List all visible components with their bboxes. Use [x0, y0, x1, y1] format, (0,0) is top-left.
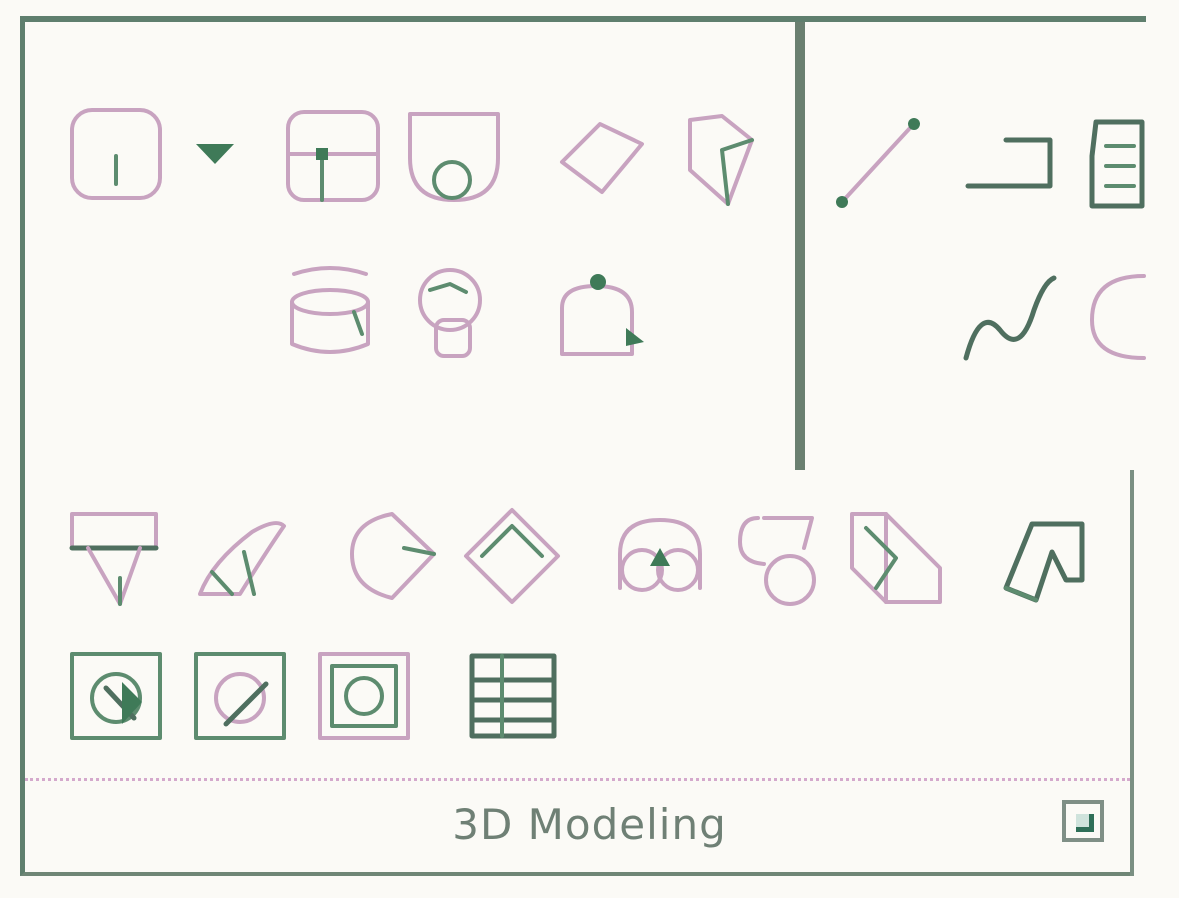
line-icon [836, 118, 920, 208]
revolve-icon [350, 512, 436, 600]
spline-tool-button[interactable] [960, 270, 1060, 366]
torus-tool-button[interactable] [284, 264, 376, 362]
intersect-icon [850, 512, 942, 604]
primitive-dropdown-button[interactable] [192, 138, 238, 168]
pyramid-tool-button[interactable] [682, 110, 760, 210]
subtract-tool-button[interactable] [734, 508, 818, 608]
arc-tool-button[interactable] [1086, 270, 1146, 366]
loft-icon [464, 508, 560, 604]
box-tool-button[interactable] [66, 104, 166, 204]
ribbon-group-title: 3D Modeling [452, 800, 727, 849]
planar-surface-icon [1089, 119, 1145, 209]
shell-icon [560, 274, 644, 356]
offset-edge-icon [318, 652, 410, 740]
line-tool-button[interactable] [830, 116, 930, 212]
polyline-tool-button[interactable] [962, 130, 1062, 196]
polyline-icon [965, 137, 1053, 189]
offset-edge-tool-button[interactable] [314, 648, 414, 744]
pyramid-icon [688, 114, 754, 206]
cylinder-tool-button[interactable] [282, 108, 386, 204]
chamfer-edge-icon [194, 652, 286, 740]
mesh-smooth-icon [469, 653, 557, 739]
intersect-tool-button[interactable] [846, 508, 946, 608]
dialog-launcher-icon[interactable] [1062, 800, 1104, 842]
arc-icon [1090, 274, 1146, 360]
extrude-tool-button[interactable] [66, 508, 162, 608]
dropdown-arrow-icon [196, 144, 234, 164]
wedge-tool-button[interactable] [556, 118, 648, 198]
wedge-icon [560, 122, 644, 194]
union-icon [618, 518, 702, 592]
spline-icon [963, 275, 1057, 361]
presspull-tool-button[interactable] [996, 512, 1092, 608]
mesh-smooth-tool-button[interactable] [466, 650, 560, 742]
3d-modeling-panel [20, 16, 1134, 876]
presspull-icon [1003, 521, 1085, 603]
sphere-tool-button[interactable] [404, 264, 496, 362]
loft-tool-button[interactable] [462, 506, 562, 606]
cone-icon [408, 112, 500, 202]
sphere-icon [418, 268, 482, 358]
fillet-edge-icon [70, 652, 162, 740]
panel-top-border-extension [1134, 16, 1146, 22]
shell-tool-button[interactable] [556, 268, 648, 362]
extrude-icon [69, 512, 159, 606]
subtract-icon [738, 516, 816, 606]
sweep-icon [198, 521, 286, 596]
torus-icon [290, 266, 370, 354]
union-tool-button[interactable] [610, 514, 710, 594]
cone-tool-button[interactable] [404, 108, 504, 206]
section-divider [795, 22, 805, 470]
sweep-tool-button[interactable] [192, 512, 292, 602]
fillet-edge-tool-button[interactable] [66, 648, 166, 744]
box-icon [70, 108, 162, 200]
revolve-tool-button[interactable] [344, 508, 440, 604]
chamfer-edge-tool-button[interactable] [190, 648, 290, 744]
planar-surface-tool-button[interactable] [1086, 116, 1146, 212]
cylinder-icon [286, 110, 380, 202]
panel-title-separator [25, 778, 1130, 781]
panel-right-border [1130, 470, 1134, 876]
